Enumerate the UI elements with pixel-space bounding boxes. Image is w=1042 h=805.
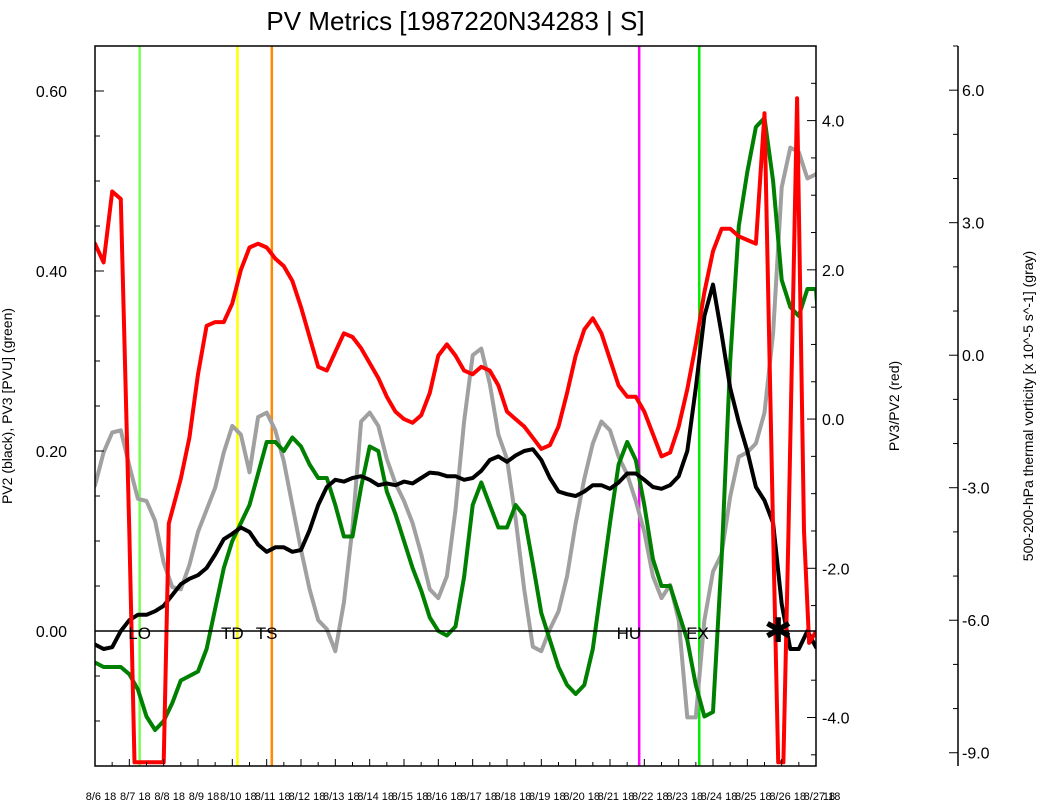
gray-tick-label: -9.0 — [962, 746, 990, 763]
stage-labels: LO TD TS HU EX ✱ — [128, 612, 792, 650]
x-tick-label: 8/9 18 — [189, 791, 220, 803]
x-tick-label: 8/24 18 — [701, 791, 738, 803]
red-tick-label: -2.0 — [822, 561, 850, 578]
left-axis-label: PV2 (black), PV3 [PVU] (green) — [0, 308, 15, 504]
right-axis-red-label: PV3/PV2 (red) — [886, 361, 902, 451]
x-tick-label: 8/18 18 — [495, 791, 532, 803]
x-tick-label: 8/23 18 — [666, 791, 703, 803]
gray-tick-label: -6.0 — [962, 613, 990, 630]
x-tick-label: 8/7 18 — [120, 791, 151, 803]
x-tick-label: 8/11 18 — [255, 791, 291, 803]
left-tick-label: 0.20 — [36, 444, 67, 461]
storm-stage-lines — [138, 46, 701, 766]
x-tick-label: 8/26 18 — [769, 791, 806, 803]
x-tick-label: 8/25 18 — [735, 791, 772, 803]
left-tick-label: 0.00 — [36, 624, 67, 641]
right-axis-gray-label: 500-200-hPa thermal vorticity [x 10^-5 s… — [1020, 251, 1036, 561]
x-tick-label: 8/8 18 — [154, 791, 185, 803]
gray-tick-label: 6.0 — [962, 83, 984, 100]
left-tick-label: 0.60 — [36, 84, 67, 101]
left-tick-label: 0.40 — [36, 264, 67, 281]
stage-label-td: TD — [221, 624, 244, 643]
red-tick-label: 2.0 — [822, 263, 844, 280]
series-pv3-green — [95, 116, 816, 732]
gray-tick-label: 0.0 — [962, 348, 984, 365]
x-tick-label: 8/12 18 — [289, 791, 326, 803]
x-tick-label: 18 — [823, 791, 835, 803]
x-tick-label: 8/16 18 — [426, 791, 463, 803]
gray-tick-label: 3.0 — [962, 216, 984, 233]
x-tick-label: 8/6 18 — [86, 791, 117, 803]
series-pv2-black — [95, 282, 816, 651]
x-axis: 8/6 18 8/7 18 8/8 18 8/9 18 8/10 188/11 188/… — [86, 759, 841, 803]
x-tick-label: 8/22 18 — [632, 791, 669, 803]
right-y-axis-gray: 6.0 3.0 0.0 -3.0 -6.0 -9.0 — [949, 45, 990, 766]
red-tick-label: -4.0 — [822, 711, 850, 728]
x-tick-label: 8/13 18 — [323, 791, 360, 803]
x-tick-label: 8/15 18 — [392, 791, 429, 803]
series-layer — [95, 96, 816, 765]
end-marker: ✱ — [764, 612, 793, 650]
stage-label-ex: EX — [686, 624, 709, 643]
x-tick-label: 8/17 18 — [460, 791, 497, 803]
x-tick-label: 8/19 18 — [529, 791, 566, 803]
red-tick-label: 0.0 — [822, 412, 844, 429]
red-tick-label: 4.0 — [822, 114, 844, 131]
x-tick-label: 8/27 18 — [804, 791, 841, 803]
x-tick-label: 8/10 18 — [220, 791, 257, 803]
series-vorticity-gray — [95, 145, 816, 720]
stage-label-hu: HU — [617, 624, 642, 643]
stage-label-lo: LO — [128, 624, 151, 643]
right-y-axis-red: 4.0 2.0 0.0 -2.0 -4.0 — [807, 45, 850, 756]
x-tick-label: 8/20 18 — [563, 791, 600, 803]
chart-title: PV Metrics [1987220N34283 | S] — [266, 6, 644, 36]
series-ratio-red — [95, 96, 816, 765]
x-tick-label: 8/21 18 — [598, 791, 635, 803]
stage-label-ts: TS — [256, 624, 278, 643]
gray-tick-label: -3.0 — [962, 481, 990, 498]
left-y-axis: 0.60 0.40 0.20 0.00 — [36, 45, 104, 722]
x-tick-label: 8/14 18 — [357, 791, 394, 803]
